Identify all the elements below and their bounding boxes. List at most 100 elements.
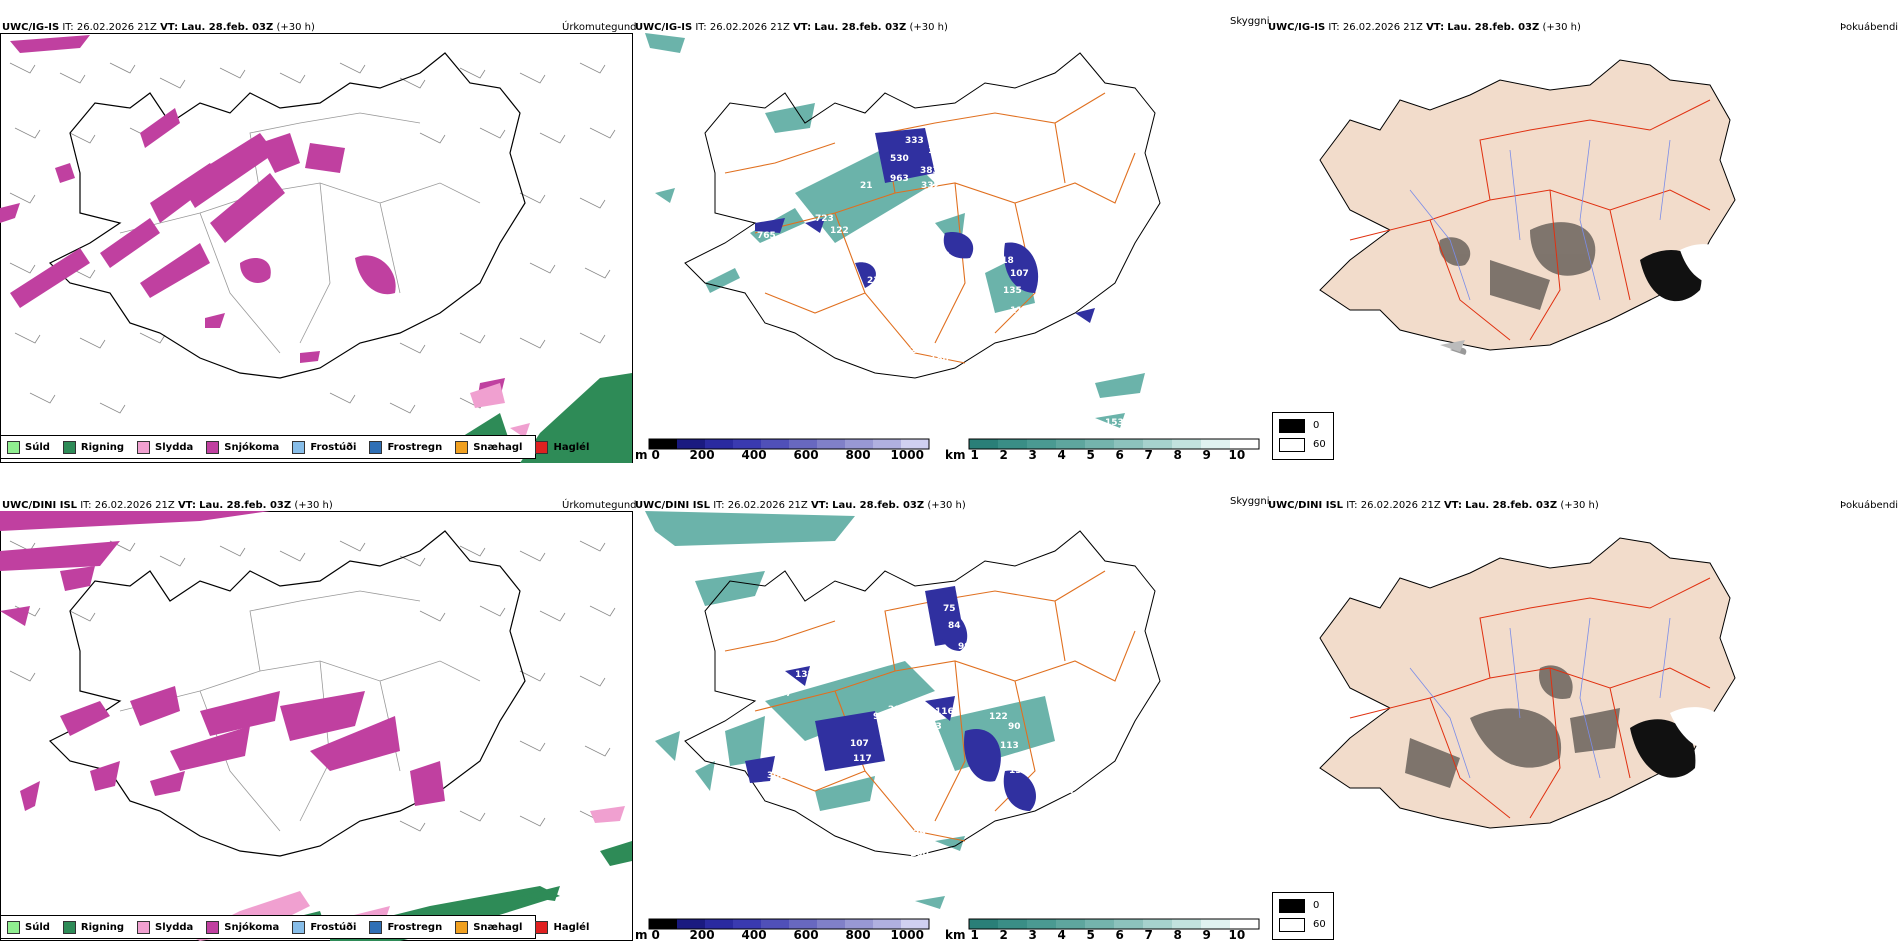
cloudbase-label: 221 (937, 186, 956, 196)
cloudbase-label: 113 (1000, 741, 1019, 751)
wind-barbs (9, 62, 616, 414)
visibility-colorbar (968, 438, 1260, 450)
model-name: UWC/IG-IS (2, 22, 60, 33)
teal-visibility (645, 511, 1055, 909)
vis-title: Skyggni (1230, 496, 1270, 507)
fog-legend: 0 60 (1272, 892, 1334, 940)
cloudbase-label: 122 (830, 226, 849, 236)
cloudbase-label: 153 (923, 722, 942, 732)
cloudbase-ticks: m 0 200 400 600 800 1000 (635, 928, 924, 942)
cloudbase-label: 90 (905, 715, 918, 725)
teal-visibility (645, 33, 1145, 428)
cloudbase-label: 90 (1008, 722, 1021, 732)
swatch-drizzle (7, 440, 20, 454)
fog-title: Þokuábendi (1840, 22, 1899, 33)
cloudbase-label: 126 (928, 146, 947, 156)
cloudbase-label: 857 (773, 689, 792, 699)
swatch-snow-pellets (455, 440, 469, 454)
swatch-snow (206, 440, 220, 454)
snow-areas (0, 35, 505, 398)
vis-header: UWC/DINI ISL IT: 26.02.2026 21Z VT: Lau.… (635, 500, 966, 511)
legend-item-snow-pellets: Snæhagl (455, 920, 522, 934)
cloudbase-label: 57 (1063, 786, 1076, 796)
cloudbase-label: 125 (945, 156, 964, 166)
legend-item-hail: Haglél (535, 440, 589, 454)
swatch-rain (62, 920, 76, 934)
fog-shading (1439, 222, 1596, 310)
cloudbase-label: 940 (787, 231, 806, 241)
roads (1349, 99, 1711, 341)
cloudbase-label: 116 (935, 707, 954, 717)
cloudbase-labels: 857 132 99 116 122 90 113 158 57 291 90 … (767, 604, 1076, 863)
cloudbase-label: 441 (909, 764, 928, 774)
vis-header: UWC/IG-IS IT: 26.02.2026 21Z VT: Lau. 28… (635, 22, 948, 33)
vt-label: VT: (160, 22, 179, 33)
cloudbase-label: 235 (867, 276, 886, 286)
legend-item-drizzle: Súld (7, 920, 50, 934)
swatch-drizzle (7, 920, 20, 934)
vt-value: Lau. 28.feb. 03Z (181, 22, 274, 33)
cloudbase-label: 383 (920, 166, 939, 176)
cloudbase-unit: m (635, 448, 648, 462)
cloudbase-label: 98 (873, 712, 886, 722)
fog-legend-dark (1279, 899, 1305, 913)
cloudbase-label: 142 (932, 853, 951, 863)
cloudbase-label: 530 (890, 154, 909, 164)
cloudbase-label: 109 (883, 781, 902, 791)
precip-map (0, 511, 633, 941)
cloudbase-label: 117 (853, 754, 872, 764)
legend-item-rain: Rigning (62, 920, 124, 934)
swatch-snow (206, 920, 220, 934)
legend-item-sleet: Slydda (137, 920, 193, 934)
cloudbase-label: 100 (907, 274, 926, 284)
legend-item-rain: Rigning (62, 440, 124, 454)
cloudbase-label: 84 (948, 621, 961, 631)
legend-item-freezing-rain: Frostregn (369, 440, 442, 454)
cloudbase-label: 129 (907, 829, 926, 839)
it-label: IT: (62, 22, 74, 33)
cloudbase-label: 122 (989, 712, 1008, 722)
iceland-outline (48, 52, 526, 379)
cloudbase-colorbar (648, 918, 930, 930)
legend-item-snow-pellets: Snæhagl (455, 440, 522, 454)
row-1: UWC/IG-IS IT: 26.02.2026 21Z VT: Lau. 28… (0, 0, 1900, 470)
fog-map (1319, 59, 1736, 355)
cloudbase-label: 333 (905, 136, 924, 146)
cloudbase-label: 118 (995, 256, 1014, 266)
visibility-colorbar (968, 918, 1260, 930)
cloudbase-label: 88 (767, 747, 780, 757)
cloudbase-label: 153 (1105, 418, 1124, 428)
cloudbase-label: 21 (860, 181, 873, 191)
lead-time: (+30 h) (276, 22, 315, 33)
legend-item-hail: Haglél (535, 920, 589, 934)
fog-legend-light (1279, 918, 1305, 932)
fog-legend-light (1279, 438, 1305, 452)
legend-item-sleet: Slydda (137, 440, 193, 454)
precip-title: Úrkomutegund (562, 500, 637, 511)
precip-map (0, 33, 633, 463)
cloudbase-label: 135 (1003, 286, 1022, 296)
fog-header: UWC/IG-IS IT: 26.02.2026 21Z VT: Lau. 28… (1268, 22, 1581, 33)
cloudbase-label: 113 (1010, 306, 1029, 316)
visibility-ticks: km 1 2 3 4 5 6 7 8 9 10 (945, 448, 1246, 462)
row-2: UWC/DINI ISL IT: 26.02.2026 21Z VT: Lau.… (0, 480, 1900, 950)
cloudbase-areas (745, 586, 1036, 811)
cloudbase-label: 309 (767, 771, 786, 781)
cloudbase-label: 291 (888, 705, 907, 715)
cloudbase-label: 611 (930, 766, 949, 776)
it-value: 26.02.2026 21Z (76, 22, 157, 33)
cloudbase-label: 107 (850, 739, 869, 749)
swatch-sleet (137, 440, 151, 454)
cloudbase-label: 332 (921, 181, 940, 191)
swatch-hail (535, 440, 549, 454)
fog-header: UWC/DINI ISL IT: 26.02.2026 21Z VT: Lau.… (1268, 500, 1599, 511)
visibility-label: 26 (965, 143, 978, 153)
visibility-unit: km (945, 448, 966, 462)
vis-title: Skyggni (1230, 16, 1270, 27)
fog-legend-dark (1279, 419, 1305, 433)
cloudbase-label: 86 (896, 744, 909, 754)
cloudbase-ticks: m 0 200 400 600 800 1000 (635, 448, 924, 462)
cloudbase-colorbar (648, 438, 930, 450)
cloudbase-label: 78 (937, 251, 950, 261)
cloudbase-label: 99 (958, 642, 971, 652)
